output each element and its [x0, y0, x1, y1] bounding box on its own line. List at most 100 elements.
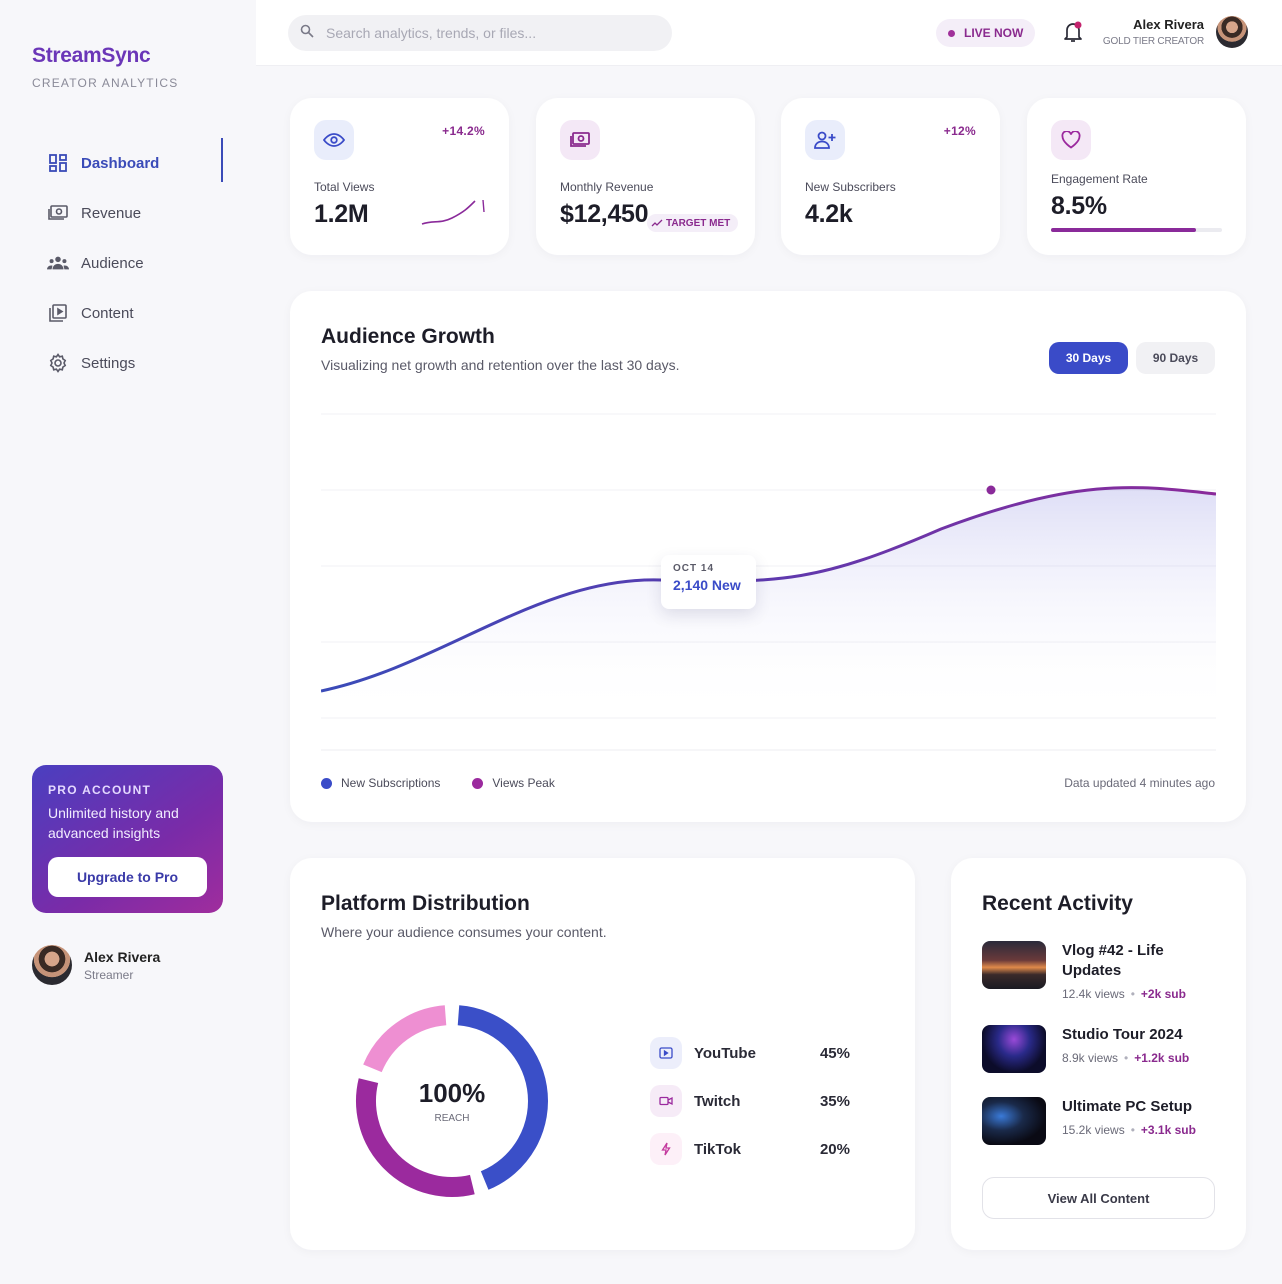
sidebar-item-label: Content: [81, 304, 134, 322]
growth-title: Audience Growth: [321, 325, 495, 348]
sidebar-nav: Dashboard Revenue Audience Content Setti…: [0, 138, 256, 388]
stat-label: New Subscribers: [805, 180, 896, 194]
sidebar-item-content[interactable]: Content: [0, 288, 256, 338]
stat-card-total-views[interactable]: +14.2% Total Views 1.2M: [290, 98, 509, 255]
sidebar-user[interactable]: Alex Rivera Streamer: [32, 945, 160, 985]
stat-value: 4.2k: [805, 200, 853, 228]
people-icon: [47, 252, 69, 274]
user-plus-icon: [805, 120, 845, 160]
gear-icon: [47, 352, 69, 374]
sparkline: [421, 199, 485, 225]
sidebar-item-dashboard[interactable]: Dashboard: [0, 138, 256, 188]
upgrade-button[interactable]: Upgrade to Pro: [48, 857, 207, 897]
grid-icon: [47, 152, 69, 174]
brand-tagline: CREATOR ANALYTICS: [32, 76, 179, 90]
donut-slice-tiktok[interactable]: [363, 1005, 447, 1073]
platform-row-twitch[interactable]: Twitch 35%: [650, 1085, 850, 1117]
donut-slice-twitch[interactable]: [356, 1078, 475, 1197]
platform-name: TikTok: [694, 1140, 741, 1158]
platform-percent: 45%: [819, 1044, 850, 1062]
recent-title: Recent Activity: [982, 892, 1133, 915]
platform-subtitle: Where your audience consumes your conten…: [321, 924, 607, 940]
range-90-days-button[interactable]: 90 Days: [1136, 342, 1215, 374]
platform-name: YouTube: [694, 1044, 756, 1062]
recent-item-title: Studio Tour 2024: [1062, 1026, 1183, 1043]
sidebar-item-label: Audience: [81, 254, 144, 272]
growth-subtitle: Visualizing net growth and retention ove…: [321, 357, 680, 373]
sidebar: StreamSync CREATOR ANALYTICS Dashboard R…: [0, 0, 256, 1025]
platform-title: Platform Distribution: [321, 892, 530, 915]
data-updated-text: Data updated 4 minutes ago: [1064, 776, 1215, 790]
engagement-progress-fill: [1051, 228, 1197, 232]
range-30-days-button[interactable]: 30 Days: [1049, 342, 1128, 374]
video-thumbnail: [982, 941, 1046, 989]
audience-growth-card: Audience Growth Visualizing net growth a…: [290, 291, 1246, 822]
stat-label: Engagement Rate: [1051, 172, 1148, 186]
user-role: Streamer: [84, 967, 134, 982]
recent-item-views: 12.4k views: [1062, 987, 1125, 1001]
stat-card-new-subscribers[interactable]: +12% New Subscribers 4.2k: [781, 98, 1000, 255]
recent-item-meta: 12.4k views • +2k sub: [1062, 987, 1186, 1001]
video-camera-icon: [650, 1085, 682, 1117]
recent-item-views: 8.9k views: [1062, 1051, 1119, 1065]
donut-center-label: REACH: [434, 1113, 470, 1124]
platform-row-youtube[interactable]: YouTube 45%: [650, 1037, 850, 1069]
search-bar[interactable]: [288, 15, 672, 51]
sidebar-item-settings[interactable]: Settings: [0, 338, 256, 388]
sidebar-item-label: Dashboard: [81, 154, 160, 172]
video-thumbnail: [982, 1097, 1046, 1145]
recent-item[interactable]: Ultimate PC Setup 15.2k views • +3.1k sub: [982, 1097, 1222, 1147]
recent-item-meta: 15.2k views • +3.1k sub: [1062, 1123, 1196, 1137]
stat-delta: +12%: [943, 124, 976, 138]
trend-up-icon: [651, 219, 663, 227]
sidebar-item-audience[interactable]: Audience: [0, 238, 256, 288]
platform-row-tiktok[interactable]: TikTok 20%: [650, 1133, 850, 1165]
brand-name[interactable]: StreamSync: [32, 44, 151, 67]
donut-slice-youtube[interactable]: [457, 1005, 548, 1190]
notification-button[interactable]: [1062, 20, 1084, 44]
recent-item-title: Ultimate PC Setup: [1062, 1098, 1193, 1115]
legend-label: Views Peak: [492, 776, 555, 790]
profile-name: Alex Rivera: [1133, 17, 1204, 32]
recent-activity-card: Recent Activity Vlog #42 - Life Updates …: [951, 858, 1246, 1250]
recent-item-views: 15.2k views: [1062, 1123, 1125, 1137]
platform-percent: 35%: [819, 1092, 850, 1110]
legend-item: Views Peak: [472, 776, 555, 790]
legend-item: New Subscriptions: [321, 776, 440, 790]
platform-percent: 20%: [819, 1140, 850, 1158]
recent-item-gain: +1.2k sub: [1134, 1051, 1190, 1065]
chart-tooltip: OCT 14 2,140 New: [661, 555, 756, 609]
platform-distribution-card: Platform Distribution Where your audienc…: [290, 858, 915, 1250]
search-input[interactable]: [326, 25, 646, 41]
stat-value: $12,450: [560, 200, 649, 228]
donut-center: 100% REACH: [354, 1003, 550, 1199]
legend-swatch: [472, 777, 484, 789]
legend-label: New Subscriptions: [341, 776, 441, 790]
chart-legend: New Subscriptions Views Peak: [321, 776, 587, 790]
video-thumbnail: [982, 1025, 1046, 1073]
live-label: LIVE NOW: [964, 26, 1024, 40]
recent-item[interactable]: Studio Tour 2024 8.9k views • +1.2k sub: [982, 1025, 1222, 1075]
views-peak-point[interactable]: [986, 485, 996, 495]
pro-title: PRO ACCOUNT: [48, 783, 152, 797]
sidebar-item-revenue[interactable]: Revenue: [0, 188, 256, 238]
growth-line: [321, 486, 1216, 693]
money-icon: [560, 120, 600, 160]
avatar: [32, 945, 72, 985]
badge-label: TARGET MET: [666, 217, 731, 229]
live-now-badge[interactable]: LIVE NOW: [936, 19, 1036, 47]
bolt-icon: [650, 1133, 682, 1165]
stat-card-monthly-revenue[interactable]: Monthly Revenue $12,450 TARGET MET: [536, 98, 755, 255]
recent-item-meta: 8.9k views • +1.2k sub: [1062, 1051, 1190, 1065]
stat-delta: +14.2%: [442, 124, 485, 138]
recent-item[interactable]: Vlog #42 - Life Updates 12.4k views • +2k …: [982, 941, 1222, 1011]
stat-card-engagement-rate[interactable]: Engagement Rate 8.5%: [1027, 98, 1246, 255]
money-icon: [47, 202, 69, 224]
view-all-content-button[interactable]: View All Content: [982, 1177, 1215, 1219]
sidebar-item-label: Revenue: [81, 204, 142, 222]
avatar: [1216, 16, 1248, 48]
header-profile[interactable]: Alex Rivera GOLD TIER CREATOR: [1103, 16, 1248, 48]
recent-item-gain: +3.1k sub: [1140, 1123, 1196, 1137]
target-met-badge: TARGET MET: [647, 214, 739, 232]
growth-chart: [321, 413, 1216, 751]
